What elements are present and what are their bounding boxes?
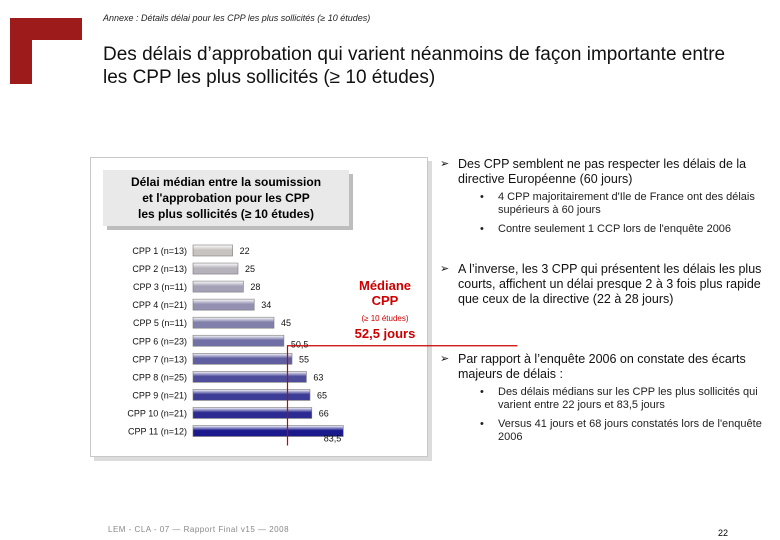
chart-title-box: Délai médian entre la soumission et l'ap… — [103, 170, 349, 226]
median-label-cpp: CPP — [371, 293, 399, 308]
sub-bullet-text: 4 CPP majoritairement d'Ile de France on… — [498, 191, 755, 216]
chart-title-line-1: Délai médian entre la soumission — [130, 175, 322, 189]
dot-bullet-icon: • — [480, 191, 484, 203]
value-label: 66 — [319, 408, 329, 418]
logo — [10, 18, 82, 84]
arrow-bullet-icon: ➢ — [440, 158, 450, 170]
sub-bullet: • Versus 41 jours et 68 jours constatés l… — [428, 418, 768, 444]
sub-bullet-text: Versus 41 jours et 68 jours constatés lo… — [498, 418, 762, 443]
category-label: CPP 6 (n=23) — [132, 336, 187, 346]
value-label: 55 — [299, 354, 309, 364]
footer-text: LEM - CLA - 07 — Rapport Final v15 — 200… — [108, 525, 290, 534]
arrow-bullet-icon: ➢ — [440, 263, 450, 275]
category-label: CPP 11 (n=12) — [128, 427, 187, 437]
category-label: CPP 9 (n=21) — [132, 390, 187, 400]
value-label: 50,5 — [291, 339, 309, 349]
dot-bullet-icon: • — [480, 418, 484, 430]
commentary-section: ➢ Par rapport à l’enquête 2006 on constat… — [428, 352, 768, 450]
value-label: 22 — [240, 246, 250, 256]
value-label: 25 — [245, 264, 255, 274]
value-label: 65 — [317, 390, 327, 400]
category-label: CPP 3 (n=11) — [133, 282, 187, 292]
value-label: 83,5 — [324, 434, 342, 444]
category-label: CPP 8 (n=25) — [132, 372, 187, 382]
bar — [192, 425, 344, 437]
value-label: 45 — [281, 318, 291, 328]
category-label: CPP 2 (n=13) — [132, 264, 187, 274]
commentary-section: ➢ Des CPP semblent ne pas respecter les d… — [428, 157, 768, 242]
value-label: 28 — [250, 282, 260, 292]
bar — [192, 334, 285, 347]
logo-shape — [10, 18, 82, 84]
value-label: 34 — [261, 300, 271, 310]
bar — [192, 371, 307, 383]
bar — [192, 244, 233, 257]
median-reference-line — [286, 345, 518, 446]
category-label: CPP 1 (n=13) — [132, 246, 187, 256]
bar — [192, 407, 313, 419]
bar — [192, 262, 239, 275]
category-label: CPP 10 (n=21) — [127, 408, 187, 418]
value-label: 63 — [313, 372, 323, 382]
commentary-section: ➢ A l’inverse, les 3 CPP qui présentent l… — [428, 262, 768, 307]
sub-bullet: • Des délais médians sur les CPP les plus… — [428, 386, 768, 412]
sub-bullet: • 4 CPP majoritairement d'Ile de France o… — [428, 191, 768, 217]
sub-bullets: • 4 CPP majoritairement d'Ile de France o… — [428, 191, 768, 236]
dot-bullet-icon: • — [480, 223, 484, 235]
category-label: CPP 5 (n=11) — [133, 318, 187, 328]
sub-bullet-text: Contre seulement 1 CCP lors de l'enquête… — [498, 223, 732, 235]
annex-caption: Annexe : Détails délai pour les CPP les … — [103, 13, 371, 23]
bullet-point: ➢ Des CPP semblent ne pas respecter les d… — [428, 157, 768, 187]
bullet-text: Par rapport à l’enquête 2006 on constate… — [458, 352, 746, 381]
page-number: 22 — [718, 528, 729, 538]
bullet-point: ➢ A l’inverse, les 3 CPP qui présentent l… — [428, 262, 768, 307]
bar — [192, 389, 311, 401]
sub-bullet: • Contre seulement 1 CCP lors de l'enquêt… — [428, 223, 768, 236]
bar — [192, 298, 255, 311]
bullet-text: Des CPP semblent ne pas respecter les dé… — [458, 157, 747, 186]
bullet-point: ➢ Par rapport à l’enquête 2006 on constat… — [428, 352, 768, 382]
bar — [192, 352, 293, 365]
median-label: Médiane — [358, 278, 411, 293]
median-annotation: Médiane CPP (≥ 10 études) 52,5 jours — [342, 278, 428, 341]
dot-bullet-icon: • — [480, 386, 484, 398]
bar — [192, 280, 244, 293]
chart-title-line-3: les plus sollicités (≥ 10 études) — [138, 207, 314, 221]
median-value: 52,5 jours — [354, 326, 416, 341]
category-label: CPP 4 (n=21) — [132, 300, 187, 310]
chart-title-line-2: et l'approbation pour les CPP — [142, 191, 310, 205]
page-title: Des délais d’approbation qui varient néa… — [103, 44, 726, 88]
bullet-text: A l’inverse, les 3 CPP qui présentent le… — [458, 262, 762, 306]
arrow-bullet-icon: ➢ — [440, 353, 450, 365]
sub-bullet-text: Des délais médians sur les CPP les plus … — [498, 386, 758, 411]
sub-bullets: • Des délais médians sur les CPP les plus… — [428, 386, 768, 444]
median-scope: (≥ 10 études) — [361, 314, 409, 323]
bar — [192, 316, 275, 329]
category-label: CPP 7 (n=13) — [132, 354, 187, 364]
